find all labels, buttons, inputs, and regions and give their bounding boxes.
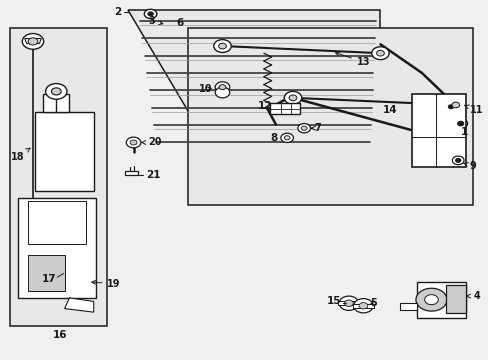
Circle shape	[339, 296, 358, 310]
Circle shape	[219, 85, 225, 90]
Polygon shape	[127, 10, 380, 153]
Text: 10: 10	[199, 84, 212, 94]
Circle shape	[453, 118, 467, 129]
Circle shape	[28, 38, 38, 45]
Text: 6: 6	[176, 18, 183, 28]
Polygon shape	[338, 301, 359, 305]
Polygon shape	[269, 103, 300, 114]
Circle shape	[297, 123, 310, 133]
Circle shape	[147, 12, 153, 16]
Text: 17: 17	[41, 274, 56, 284]
Text: 7: 7	[311, 123, 321, 133]
Circle shape	[144, 9, 157, 18]
Text: 21: 21	[146, 170, 161, 180]
Text: 9: 9	[463, 161, 475, 171]
Bar	[445, 285, 466, 313]
Circle shape	[280, 133, 293, 143]
Circle shape	[288, 95, 296, 101]
Circle shape	[415, 288, 446, 311]
Circle shape	[457, 121, 463, 126]
Circle shape	[447, 105, 452, 109]
Text: 20: 20	[142, 138, 162, 148]
Text: 3: 3	[148, 16, 163, 26]
Text: 19: 19	[92, 279, 121, 289]
Circle shape	[215, 82, 229, 93]
Circle shape	[45, 84, 67, 99]
Circle shape	[353, 298, 372, 313]
Circle shape	[284, 136, 289, 140]
Circle shape	[51, 88, 61, 95]
Circle shape	[130, 140, 137, 145]
Circle shape	[371, 47, 388, 60]
Circle shape	[213, 40, 231, 53]
Text: 13: 13	[335, 52, 369, 67]
Polygon shape	[25, 39, 41, 44]
Circle shape	[451, 102, 459, 108]
Text: 12: 12	[258, 102, 272, 111]
Circle shape	[446, 99, 464, 111]
Circle shape	[218, 43, 226, 49]
Circle shape	[284, 91, 301, 104]
Bar	[10, 28, 107, 327]
Circle shape	[376, 50, 384, 56]
Polygon shape	[352, 303, 373, 308]
Text: 5: 5	[369, 298, 376, 308]
Text: 2: 2	[114, 7, 121, 17]
Circle shape	[215, 87, 229, 98]
Bar	[28, 255, 64, 291]
Polygon shape	[399, 303, 416, 310]
Circle shape	[451, 156, 463, 165]
Circle shape	[344, 300, 352, 306]
Bar	[28, 202, 86, 244]
Bar	[19, 198, 96, 298]
Bar	[188, 28, 472, 205]
Text: 15: 15	[326, 296, 341, 306]
Text: 8: 8	[270, 133, 277, 143]
Polygon shape	[125, 171, 138, 175]
Text: 11: 11	[464, 105, 483, 115]
Circle shape	[444, 103, 456, 111]
Bar	[416, 282, 465, 318]
Text: 16: 16	[52, 330, 67, 341]
Text: 1: 1	[460, 127, 467, 137]
Text: 4: 4	[466, 291, 480, 301]
Bar	[42, 94, 69, 112]
Bar	[35, 112, 94, 191]
Circle shape	[455, 158, 460, 162]
Circle shape	[358, 302, 367, 309]
Circle shape	[126, 137, 141, 148]
Text: 18: 18	[11, 148, 30, 162]
Circle shape	[22, 33, 43, 49]
Bar	[411, 94, 465, 167]
Circle shape	[424, 295, 437, 305]
Polygon shape	[64, 298, 94, 312]
Circle shape	[301, 126, 306, 130]
Text: 14: 14	[382, 105, 397, 115]
